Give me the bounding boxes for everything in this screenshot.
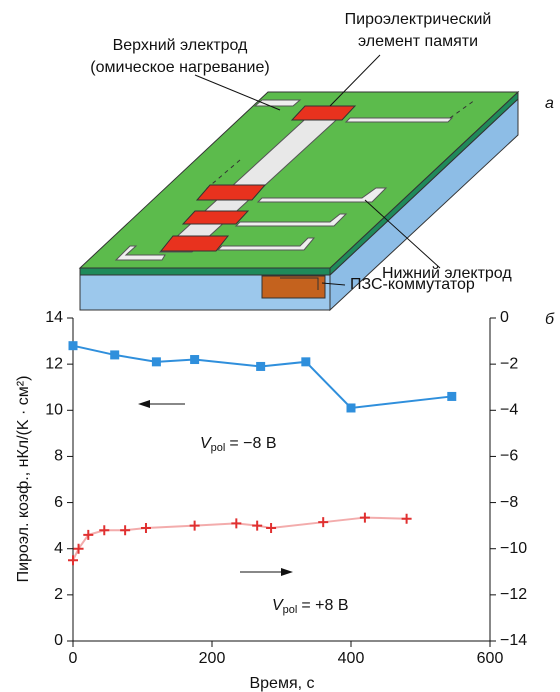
- x-tick-label: 200: [199, 650, 226, 667]
- marker: [256, 362, 265, 371]
- marker: [301, 357, 310, 366]
- marker: [402, 514, 412, 524]
- x-tick-label: 400: [338, 650, 365, 667]
- annotation: Vpol= −8 В: [200, 435, 277, 454]
- x-tick-label: 600: [477, 650, 504, 667]
- marker: [318, 517, 328, 527]
- label: элемент памяти: [358, 33, 478, 50]
- y-tick-label: 14: [45, 309, 63, 326]
- y2-tick-label: −10: [500, 540, 527, 557]
- label: ПЗС-коммутатор: [350, 276, 475, 293]
- y-axis-title: Пироэл. коэф., нКл/(K · см²): [15, 376, 32, 583]
- marker: [68, 555, 78, 565]
- ccd-chip: [262, 276, 325, 298]
- arrow-head: [281, 568, 293, 576]
- marker: [69, 341, 78, 350]
- arrow-head: [138, 400, 150, 408]
- panel-label: б: [545, 311, 555, 328]
- marker: [141, 523, 151, 533]
- page: { "diagram": { "panel_label": "а", "labe…: [0, 0, 560, 692]
- series-line: [73, 346, 452, 408]
- marker: [252, 521, 262, 531]
- y2-tick-label: 0: [500, 309, 509, 326]
- y2-tick-label: −6: [500, 448, 518, 465]
- label: Пироэлектрический: [345, 11, 492, 28]
- marker: [266, 523, 276, 533]
- y-tick-label: 4: [54, 540, 63, 557]
- bottom-electrode: [346, 118, 452, 122]
- marker: [347, 403, 356, 412]
- annotation-text: = −8 В: [229, 435, 276, 452]
- y2-tick-label: −2: [500, 355, 518, 372]
- annotation-subscript: pol: [283, 604, 298, 616]
- y-tick-label: 8: [54, 448, 63, 465]
- marker: [190, 521, 200, 531]
- y2-tick-label: −4: [500, 402, 518, 419]
- y-tick-label: 10: [45, 402, 63, 419]
- y2-tick-label: −8: [500, 494, 518, 511]
- device-diagram: Верхний электрод (омическое нагревание) …: [80, 11, 554, 310]
- marker: [110, 350, 119, 359]
- marker: [360, 513, 370, 523]
- label: (омическое нагревание): [90, 59, 269, 76]
- y2-tick-label: −14: [500, 632, 527, 649]
- annotation-subscript: pol: [211, 442, 226, 454]
- annotation: Vpol= +8 В: [272, 597, 349, 616]
- marker: [447, 392, 456, 401]
- x-tick-label: 0: [69, 650, 78, 667]
- y-tick-label: 2: [54, 586, 63, 603]
- layer-front: [80, 268, 330, 275]
- annotation-text: = +8 В: [301, 597, 348, 614]
- y-tick-label: 12: [45, 355, 63, 372]
- y-tick-label: 0: [54, 632, 63, 649]
- marker: [99, 525, 109, 535]
- marker: [120, 525, 130, 535]
- y-tick-label: 6: [54, 494, 63, 511]
- x-axis-title: Время, с: [249, 675, 314, 692]
- panel-label: а: [545, 95, 554, 112]
- pyro-element: [183, 211, 248, 224]
- figure: Верхний электрод (омическое нагревание) …: [0, 0, 560, 692]
- label: Верхний электрод: [113, 37, 248, 54]
- marker: [190, 355, 199, 364]
- y2-tick-label: −12: [500, 586, 527, 603]
- marker: [152, 357, 161, 366]
- marker: [231, 518, 241, 528]
- pyro-element: [161, 236, 228, 251]
